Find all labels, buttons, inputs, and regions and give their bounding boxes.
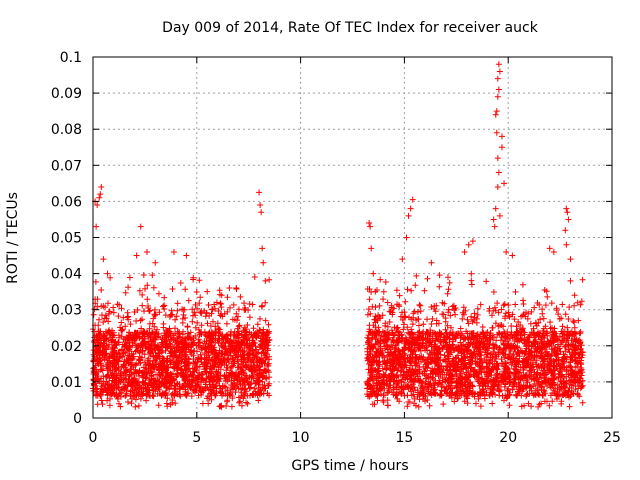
roti-point: [170, 248, 177, 255]
roti-point: [496, 68, 503, 75]
roti-point: [428, 259, 435, 266]
roti-point: [498, 133, 505, 140]
roti-point: [492, 205, 499, 212]
x-tick-label: 15: [395, 430, 413, 446]
roti-point: [98, 183, 105, 190]
roti-point: [563, 205, 570, 212]
roti-point: [496, 212, 503, 219]
roti-point: [370, 270, 377, 277]
roti-point: [509, 252, 516, 259]
roti-point: [564, 209, 571, 216]
roti-point: [137, 223, 144, 230]
roti-point: [259, 245, 266, 252]
roti-point: [546, 245, 553, 252]
chart-title: Day 009 of 2014, Rate Of TEC Index for r…: [162, 20, 539, 36]
roti-point: [567, 277, 574, 284]
y-tick-label: 0: [73, 411, 82, 427]
roti-point: [490, 216, 497, 223]
roti-point: [565, 216, 572, 223]
y-tick-label: 0.03: [51, 303, 82, 319]
x-tick-label: 5: [192, 430, 201, 446]
roti-point: [571, 292, 578, 299]
x-tick-label: 0: [89, 430, 98, 446]
roti-point: [372, 288, 379, 295]
roti-point: [469, 238, 476, 245]
roti-point: [567, 256, 574, 263]
roti-point: [183, 252, 190, 259]
roti-point: [104, 270, 111, 277]
roti-point: [94, 202, 101, 209]
roti-point-cloud: [90, 270, 586, 411]
roti-point: [444, 274, 451, 281]
roti-point: [262, 277, 269, 284]
y-tick-label: 0.01: [51, 375, 82, 391]
roti-point: [133, 252, 140, 259]
roti-point: [501, 180, 508, 187]
y-tick-label: 0.09: [51, 86, 82, 102]
roti-point: [367, 223, 374, 230]
x-axis-label: GPS time / hours: [291, 458, 408, 474]
y-tick-label: 0.1: [60, 50, 82, 66]
roti-point: [93, 223, 100, 230]
roti-point: [461, 248, 468, 255]
x-tick-labels: 0 5 10 15 20 25: [89, 430, 621, 446]
roti-point: [465, 241, 472, 248]
y-tick-label: 0.02: [51, 339, 82, 355]
roti-point: [260, 259, 267, 266]
roti-point: [403, 234, 410, 241]
roti-point: [257, 202, 264, 209]
y-axis-label: ROTI / TECUs: [5, 192, 21, 284]
roti-point: [498, 144, 505, 151]
roti-point: [550, 248, 557, 255]
roti-point: [399, 256, 406, 263]
roti-point: [491, 223, 498, 230]
roti-point: [495, 169, 502, 176]
roti-point: [407, 205, 414, 212]
roti-point: [503, 248, 510, 255]
y-tick-label: 0.07: [51, 158, 82, 174]
x-tick-label: 10: [292, 430, 310, 446]
axis-ticks: [92, 56, 613, 419]
roti-point: [492, 111, 499, 118]
y-tick-labels: 0 0.01 0.02 0.03 0.04 0.05 0.06 0.07 0.08 0.09 0.1: [51, 50, 82, 427]
y-tick-label: 0.05: [51, 231, 82, 247]
roti-point: [97, 191, 104, 198]
roti-point: [233, 285, 240, 292]
roti-point: [495, 61, 502, 68]
y-tick-label: 0.06: [51, 194, 82, 210]
roti-point: [494, 183, 501, 190]
roti-point: [493, 129, 500, 136]
roti-point: [368, 245, 375, 252]
roti-point: [204, 288, 211, 295]
roti-point: [563, 241, 570, 248]
roti-point: [405, 212, 412, 219]
roti-point: [409, 196, 416, 203]
roti-point: [366, 220, 373, 227]
roti-point: [218, 292, 225, 299]
roti-point: [100, 256, 107, 263]
roti-point: [256, 189, 263, 196]
x-tick-label: 25: [603, 430, 621, 446]
roti-point: [143, 248, 150, 255]
roti-point: [258, 209, 265, 216]
roti-point: [494, 155, 501, 162]
roti-point: [493, 108, 500, 115]
y-tick-label: 0.04: [51, 267, 82, 283]
roti-point: [562, 227, 569, 234]
x-tick-label: 20: [499, 430, 517, 446]
y-tick-label: 0.08: [51, 122, 82, 138]
roti-point: [494, 75, 501, 82]
roti-point: [495, 86, 502, 93]
roti-point: [494, 93, 501, 100]
roti-point: [152, 259, 159, 266]
roti-point: [96, 194, 103, 201]
data-points: [90, 61, 586, 411]
